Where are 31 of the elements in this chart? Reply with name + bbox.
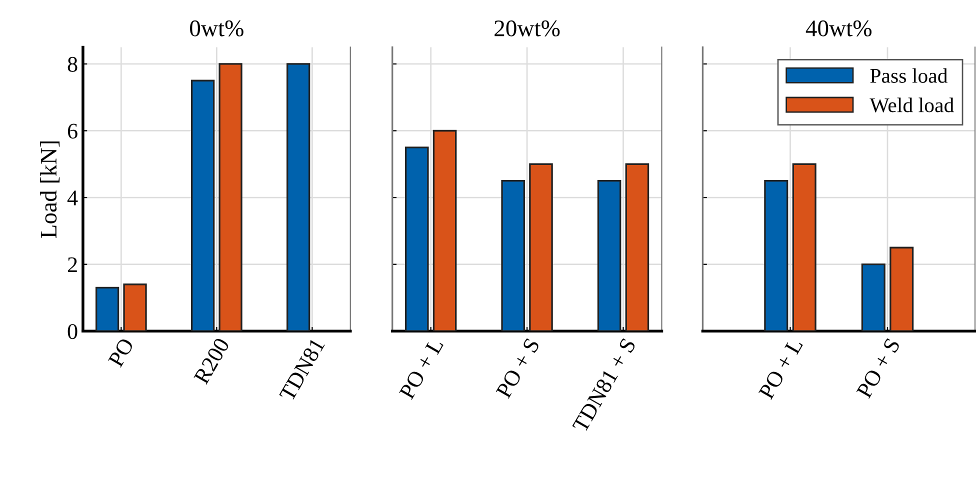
x-tick-label: PO + S	[856, 338, 900, 400]
y-tick-label: 8	[68, 56, 78, 72]
bar	[286, 63, 310, 332]
bar	[792, 163, 816, 332]
y-tick-label: 4	[67, 190, 78, 206]
y-tick-label: 6	[68, 124, 78, 139]
bar	[432, 130, 457, 332]
x-tick-label: PO + L	[758, 338, 804, 400]
chart-title: 40wt%	[806, 20, 872, 36]
bar	[218, 63, 242, 332]
bar	[95, 286, 120, 332]
bar	[625, 163, 650, 332]
x-tick-label: PO + S	[496, 338, 540, 400]
y-tick-label: 2	[68, 257, 77, 272]
bar	[764, 180, 788, 332]
y-tick-label: 0	[68, 324, 78, 340]
bar	[191, 80, 215, 332]
bar	[861, 264, 886, 332]
x-tick-label: PO	[108, 337, 134, 368]
legend-label: Pass load	[870, 68, 948, 83]
bar	[597, 180, 622, 332]
legend-label: Weld load	[870, 98, 954, 112]
chart-title: 20wt%	[494, 20, 560, 36]
bar	[404, 146, 429, 332]
bar	[501, 180, 525, 332]
x-tick-label: PO + L	[398, 338, 444, 400]
bar	[123, 284, 147, 332]
bar	[529, 163, 553, 332]
y-axis-title: Load [kN]	[40, 141, 60, 238]
bar	[890, 246, 914, 332]
chart-title: 0wt%	[190, 20, 244, 36]
